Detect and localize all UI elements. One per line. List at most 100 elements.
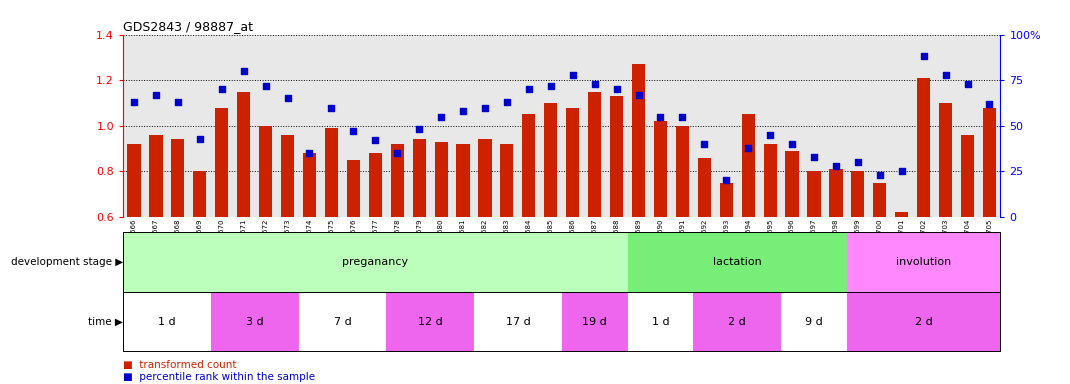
- Point: [564, 72, 581, 78]
- Bar: [764, 144, 777, 217]
- Bar: [522, 114, 535, 217]
- Point: [674, 114, 691, 120]
- Bar: [847, 292, 1000, 351]
- Text: 3 d: 3 d: [246, 316, 263, 327]
- Text: 12 d: 12 d: [417, 316, 443, 327]
- Point: [476, 104, 493, 111]
- Point: [783, 141, 800, 147]
- Text: 2 d: 2 d: [915, 316, 933, 327]
- Point: [301, 150, 318, 156]
- Bar: [961, 135, 974, 217]
- Bar: [386, 292, 474, 351]
- Point: [827, 163, 844, 169]
- Bar: [588, 91, 601, 217]
- Point: [762, 132, 779, 138]
- Point: [279, 95, 296, 101]
- Point: [630, 92, 647, 98]
- Text: involution: involution: [896, 257, 951, 267]
- Bar: [610, 96, 623, 217]
- Bar: [562, 292, 628, 351]
- Bar: [808, 171, 821, 217]
- Text: lactation: lactation: [713, 257, 762, 267]
- Point: [937, 72, 954, 78]
- Point: [806, 154, 823, 160]
- Bar: [434, 142, 447, 217]
- Bar: [545, 103, 557, 217]
- Point: [411, 126, 428, 132]
- Text: ■  percentile rank within the sample: ■ percentile rank within the sample: [123, 372, 316, 382]
- Bar: [194, 171, 207, 217]
- Bar: [676, 126, 689, 217]
- Text: 2 d: 2 d: [729, 316, 746, 327]
- Bar: [632, 64, 645, 217]
- Bar: [150, 135, 163, 217]
- Point: [542, 83, 560, 89]
- Point: [696, 141, 713, 147]
- Bar: [501, 144, 514, 217]
- Bar: [873, 183, 886, 217]
- Point: [169, 99, 186, 105]
- Point: [871, 172, 888, 178]
- Point: [125, 99, 142, 105]
- Text: 19 d: 19 d: [582, 316, 607, 327]
- Bar: [259, 126, 272, 217]
- Bar: [347, 160, 360, 217]
- Bar: [211, 292, 299, 351]
- Point: [959, 81, 976, 87]
- Point: [915, 53, 932, 60]
- Bar: [654, 121, 667, 217]
- Bar: [478, 139, 491, 217]
- Point: [718, 177, 735, 184]
- Point: [739, 145, 756, 151]
- Text: time ▶: time ▶: [88, 316, 123, 327]
- Point: [367, 137, 384, 144]
- Bar: [123, 232, 628, 292]
- Text: preganancy: preganancy: [342, 257, 409, 267]
- Text: GDS2843 / 98887_at: GDS2843 / 98887_at: [123, 20, 253, 33]
- Bar: [369, 153, 382, 217]
- Bar: [917, 78, 930, 217]
- Bar: [413, 139, 426, 217]
- Bar: [127, 144, 140, 217]
- Point: [455, 108, 472, 114]
- Bar: [303, 153, 316, 217]
- Bar: [628, 292, 693, 351]
- Bar: [566, 108, 579, 217]
- Bar: [852, 171, 865, 217]
- Point: [850, 159, 867, 166]
- Point: [499, 99, 516, 105]
- Bar: [983, 108, 996, 217]
- Point: [520, 86, 537, 93]
- Bar: [171, 139, 184, 217]
- Point: [893, 168, 911, 174]
- Point: [608, 86, 625, 93]
- Text: 7 d: 7 d: [334, 316, 351, 327]
- Bar: [474, 292, 562, 351]
- Bar: [238, 91, 250, 217]
- Point: [652, 114, 669, 120]
- Bar: [829, 169, 842, 217]
- Bar: [720, 183, 733, 217]
- Bar: [391, 144, 403, 217]
- Point: [213, 86, 230, 93]
- Bar: [299, 292, 386, 351]
- Point: [586, 81, 603, 87]
- Bar: [693, 292, 781, 351]
- Point: [981, 101, 998, 107]
- Bar: [281, 135, 294, 217]
- Bar: [698, 158, 710, 217]
- Text: 9 d: 9 d: [805, 316, 823, 327]
- Bar: [628, 232, 847, 292]
- Text: 1 d: 1 d: [652, 316, 669, 327]
- Bar: [215, 108, 228, 217]
- Point: [432, 114, 449, 120]
- Point: [148, 92, 165, 98]
- Bar: [847, 232, 1000, 292]
- Point: [345, 128, 362, 134]
- Point: [323, 104, 340, 111]
- Point: [388, 150, 406, 156]
- Text: development stage ▶: development stage ▶: [11, 257, 123, 267]
- Bar: [123, 292, 211, 351]
- Text: 1 d: 1 d: [158, 316, 175, 327]
- Bar: [325, 128, 338, 217]
